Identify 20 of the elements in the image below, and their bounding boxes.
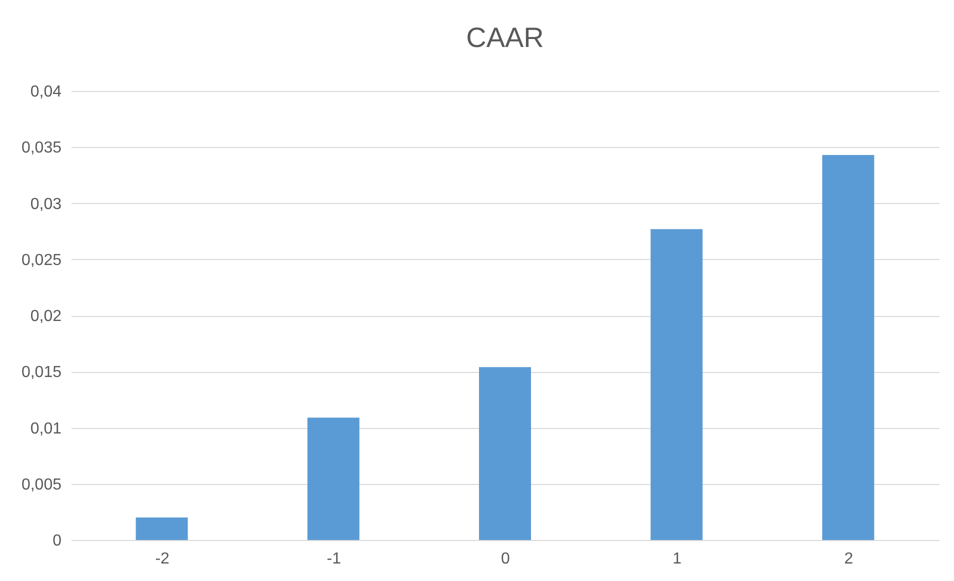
- y-tick-label: 0,04: [30, 84, 62, 100]
- bar: [136, 518, 188, 540]
- y-tick-label: 0,02: [30, 308, 62, 325]
- x-tick-label: -2: [155, 550, 170, 568]
- bar: [479, 367, 531, 540]
- bar: [650, 229, 703, 540]
- bar: [822, 154, 874, 540]
- y-tick-label: 0,005: [21, 476, 62, 494]
- bar: [307, 418, 360, 540]
- x-tick-label: 2: [844, 550, 854, 568]
- y-tick-label: 0,01: [30, 420, 62, 438]
- chart-title: CAAR: [466, 22, 544, 53]
- y-tick-label: 0: [52, 532, 62, 550]
- y-tick-label: 0,015: [21, 364, 62, 382]
- x-tick-label: 1: [672, 550, 682, 568]
- y-tick-label: 0,025: [21, 252, 62, 269]
- x-tick-label: -1: [326, 550, 342, 568]
- x-tick-label: 0: [501, 550, 510, 568]
- y-tick-label: 0,03: [30, 196, 62, 213]
- y-tick-label: 0,035: [21, 140, 62, 157]
